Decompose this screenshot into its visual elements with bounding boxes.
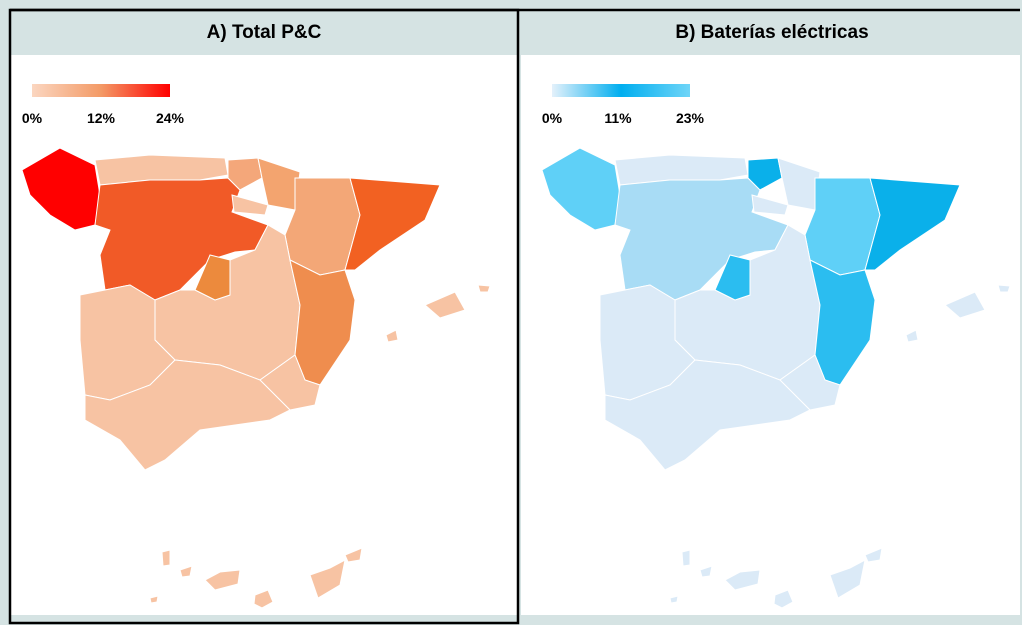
region <box>424 291 466 319</box>
region <box>864 177 961 271</box>
legend-tick-label: 11% <box>604 110 632 126</box>
legend-bar <box>552 84 690 97</box>
panel-title: B) Baterías eléctricas <box>675 22 868 43</box>
region <box>714 254 751 301</box>
region <box>614 177 789 301</box>
legend-tick-label: 23% <box>676 110 705 126</box>
legend-tick-label: 0% <box>22 110 43 126</box>
legend-tick-label: 0% <box>542 110 563 126</box>
region <box>149 595 159 604</box>
region <box>751 194 789 216</box>
map <box>541 147 1011 609</box>
region <box>773 589 794 609</box>
region <box>257 157 301 211</box>
map <box>21 147 491 609</box>
region <box>669 595 679 604</box>
region <box>94 177 269 301</box>
region <box>253 589 274 609</box>
region <box>699 565 713 578</box>
region <box>724 569 761 591</box>
region <box>231 194 269 216</box>
region <box>289 259 356 386</box>
panel-title: A) Total P&C <box>207 22 322 43</box>
region <box>809 259 876 386</box>
region <box>747 157 783 191</box>
region <box>344 547 363 563</box>
legend-tick-label: 24% <box>156 110 185 126</box>
region <box>905 329 919 343</box>
region <box>604 359 811 471</box>
region <box>84 359 291 471</box>
region <box>309 559 346 599</box>
region <box>944 291 986 319</box>
region <box>179 565 193 578</box>
region <box>477 284 491 293</box>
region <box>227 157 263 191</box>
region <box>161 549 171 567</box>
region <box>681 549 691 567</box>
region <box>829 559 866 599</box>
region <box>997 284 1011 293</box>
region <box>864 547 883 563</box>
legend-tick-label: 12% <box>87 110 116 126</box>
region <box>204 569 241 591</box>
legend-bar <box>32 84 170 97</box>
region <box>344 177 441 271</box>
region <box>194 254 231 301</box>
region <box>777 157 821 211</box>
region <box>385 329 399 343</box>
